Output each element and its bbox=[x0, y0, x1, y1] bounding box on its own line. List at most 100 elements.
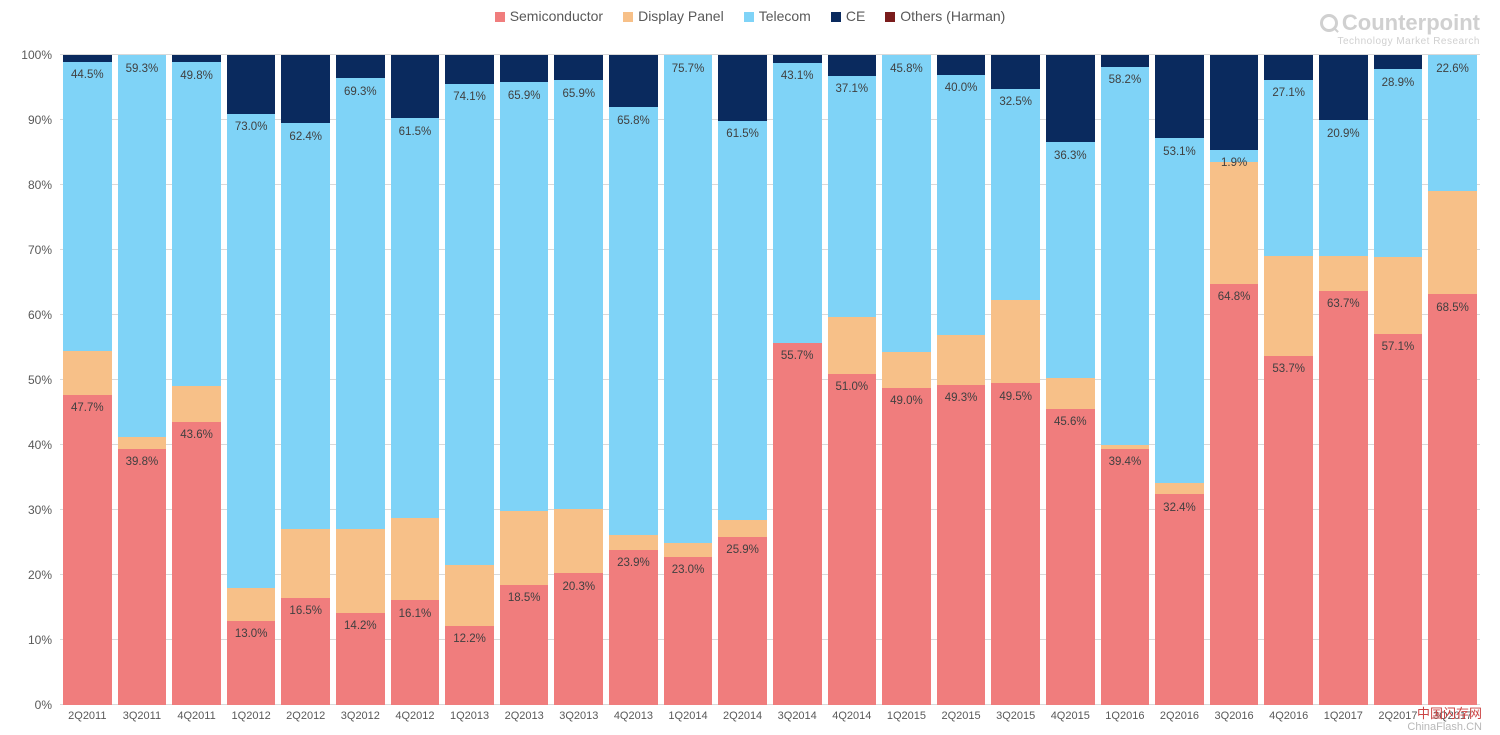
stacked-bar bbox=[664, 55, 713, 705]
y-tick-label: 60% bbox=[28, 308, 60, 322]
bar-segment-semiconductor bbox=[718, 537, 767, 705]
x-tick-label: 2Q2014 bbox=[715, 705, 770, 722]
legend-label: CE bbox=[846, 8, 865, 24]
stacked-bar bbox=[336, 55, 385, 705]
bar-slot: 3Q201139.8%59.3% bbox=[115, 55, 170, 705]
magnifier-icon bbox=[1320, 14, 1338, 32]
bar-segment-display bbox=[554, 509, 603, 573]
bar-segment-ce bbox=[1210, 55, 1259, 150]
stacked-bar bbox=[281, 55, 330, 705]
bar-segment-semiconductor bbox=[882, 388, 931, 705]
bar-segment-telecom bbox=[118, 55, 167, 437]
stacked-bar bbox=[1155, 55, 1204, 705]
x-tick-label: 3Q2014 bbox=[770, 705, 825, 722]
legend-swatch bbox=[831, 12, 841, 22]
bar-segment-display bbox=[664, 543, 713, 557]
bar-segment-telecom bbox=[172, 62, 221, 386]
bar-segment-telecom bbox=[773, 63, 822, 343]
bar-segment-semiconductor bbox=[63, 395, 112, 705]
bar-segment-telecom bbox=[828, 76, 877, 317]
bar-segment-telecom bbox=[937, 75, 986, 335]
bar-segment-ce bbox=[1319, 55, 1368, 120]
bar-segment-ce bbox=[718, 55, 767, 121]
bar-segment-display bbox=[63, 351, 112, 395]
stacked-bar bbox=[828, 55, 877, 705]
bar-segment-telecom bbox=[1264, 80, 1313, 256]
bar-segment-ce bbox=[500, 55, 549, 82]
bar-segment-display bbox=[336, 529, 385, 613]
x-tick-label: 1Q2015 bbox=[879, 705, 934, 722]
bar-slot: 2Q201425.9%61.5% bbox=[715, 55, 770, 705]
bar-slot: 1Q201763.7%20.9% bbox=[1316, 55, 1371, 705]
stacked-bar bbox=[63, 55, 112, 705]
stacked-bar bbox=[1101, 55, 1150, 705]
bar-segment-telecom bbox=[554, 80, 603, 508]
bar-segment-semiconductor bbox=[991, 383, 1040, 705]
x-tick-label: 4Q2016 bbox=[1261, 705, 1316, 722]
y-tick-label: 100% bbox=[21, 48, 60, 62]
bar-segment-display bbox=[1046, 378, 1095, 409]
x-tick-label: 2Q2016 bbox=[1152, 705, 1207, 722]
bar-segment-display bbox=[1264, 256, 1313, 356]
bar-segment-semiconductor bbox=[937, 385, 986, 705]
bar-segment-semiconductor bbox=[828, 374, 877, 706]
bar-segment-display bbox=[1319, 256, 1368, 291]
x-tick-label: 2Q2015 bbox=[934, 705, 989, 722]
bar-segment-semiconductor bbox=[118, 449, 167, 705]
bar-segment-semiconductor bbox=[1046, 409, 1095, 705]
bar-segment-ce bbox=[1374, 55, 1423, 69]
bar-segment-semiconductor bbox=[227, 621, 276, 706]
bar-segment-ce bbox=[445, 55, 494, 84]
bar-slot: 3Q201455.7%43.1% bbox=[770, 55, 825, 705]
stacked-bar bbox=[445, 55, 494, 705]
bar-segment-telecom bbox=[445, 84, 494, 566]
stacked-bar bbox=[718, 55, 767, 705]
bar-segment-semiconductor bbox=[1264, 356, 1313, 705]
y-tick-label: 80% bbox=[28, 178, 60, 192]
legend-item-display: Display Panel bbox=[623, 8, 724, 24]
stacked-bar bbox=[1210, 55, 1259, 705]
bar-segment-display bbox=[1374, 257, 1423, 334]
stacked-bar bbox=[500, 55, 549, 705]
stacked-bar bbox=[118, 55, 167, 705]
y-tick-label: 10% bbox=[28, 633, 60, 647]
bar-segment-ce bbox=[172, 55, 221, 62]
footer-line2: ChinaFlash.CN bbox=[1407, 721, 1482, 733]
y-tick-label: 90% bbox=[28, 113, 60, 127]
bar-slot: 1Q201312.2%74.1% bbox=[442, 55, 497, 705]
x-tick-label: 3Q2016 bbox=[1207, 705, 1262, 722]
bar-segment-display bbox=[281, 529, 330, 598]
bar-slot: 3Q201549.5%32.5% bbox=[988, 55, 1043, 705]
bar-segment-display bbox=[118, 437, 167, 449]
bar-segment-telecom bbox=[1374, 69, 1423, 257]
x-tick-label: 2Q2012 bbox=[278, 705, 333, 722]
bar-slot: 4Q201653.7%27.1% bbox=[1261, 55, 1316, 705]
bar-segment-semiconductor bbox=[609, 550, 658, 705]
stacked-bar bbox=[1046, 55, 1095, 705]
legend-item-telecom: Telecom bbox=[744, 8, 811, 24]
stacked-bar bbox=[1428, 55, 1477, 705]
bar-segment-telecom bbox=[336, 78, 385, 528]
bar-segment-display bbox=[828, 317, 877, 374]
legend-label: Telecom bbox=[759, 8, 811, 24]
bar-segment-ce bbox=[554, 55, 603, 80]
chart-legend: SemiconductorDisplay PanelTelecomCEOther… bbox=[0, 8, 1500, 24]
bar-segment-ce bbox=[281, 55, 330, 123]
stacked-bar bbox=[937, 55, 986, 705]
brand-subtitle: Technology Market Research bbox=[1320, 36, 1480, 47]
bar-segment-semiconductor bbox=[391, 600, 440, 705]
stacked-bar bbox=[882, 55, 931, 705]
bar-segment-display bbox=[609, 535, 658, 550]
legend-swatch bbox=[744, 12, 754, 22]
legend-swatch bbox=[495, 12, 505, 22]
stacked-bar bbox=[554, 55, 603, 705]
bar-segment-ce bbox=[828, 55, 877, 76]
legend-label: Semiconductor bbox=[510, 8, 603, 24]
bar-segment-semiconductor bbox=[1210, 284, 1259, 705]
bar-segment-semiconductor bbox=[1428, 294, 1477, 705]
bar-segment-semiconductor bbox=[1319, 291, 1368, 705]
bar-slot: 3Q201664.8%1.9% bbox=[1207, 55, 1262, 705]
bar-segment-display bbox=[500, 511, 549, 585]
x-tick-label: 2Q2011 bbox=[60, 705, 115, 722]
bar-slot: 4Q201143.6%49.8% bbox=[169, 55, 224, 705]
